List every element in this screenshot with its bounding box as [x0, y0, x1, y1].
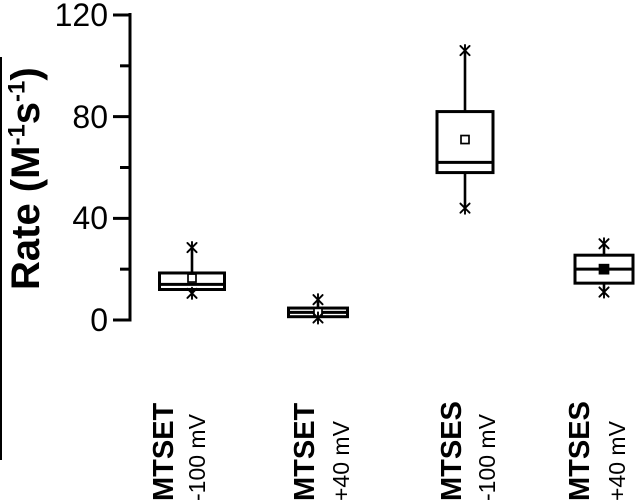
whisker-cap-high	[459, 44, 471, 58]
category-label-1: MTSET	[148, 402, 180, 501]
whisker-cap-high	[312, 293, 324, 307]
y-tick-label-120: 120	[54, 0, 108, 33]
whisker-cap-low	[312, 311, 324, 325]
mean-marker	[460, 134, 470, 145]
category-condition-3: -100 mV	[474, 414, 500, 501]
whisker-cap-high	[186, 241, 198, 255]
whisker-cap-low	[598, 285, 610, 299]
y-tick-label-40: 40	[72, 200, 108, 237]
mean-marker	[187, 273, 197, 283]
category-condition-2: +40 mV	[328, 421, 354, 501]
category-label-2: MTSET	[289, 402, 321, 501]
category-condition-1: -100 mV	[184, 414, 210, 501]
category-label-4: MTSES	[564, 401, 596, 501]
category-condition-4: +40 mV	[604, 421, 630, 501]
scan-artifact-border	[0, 57, 2, 460]
y-tick-label-80: 80	[72, 98, 108, 135]
mean-marker	[598, 263, 610, 275]
category-label-3: MTSES	[436, 401, 468, 501]
whisker-cap-low	[186, 286, 198, 300]
y-tick-label-0: 0	[90, 302, 108, 338]
whisker-cap-high	[598, 237, 610, 251]
whisker-cap-low	[459, 201, 471, 215]
